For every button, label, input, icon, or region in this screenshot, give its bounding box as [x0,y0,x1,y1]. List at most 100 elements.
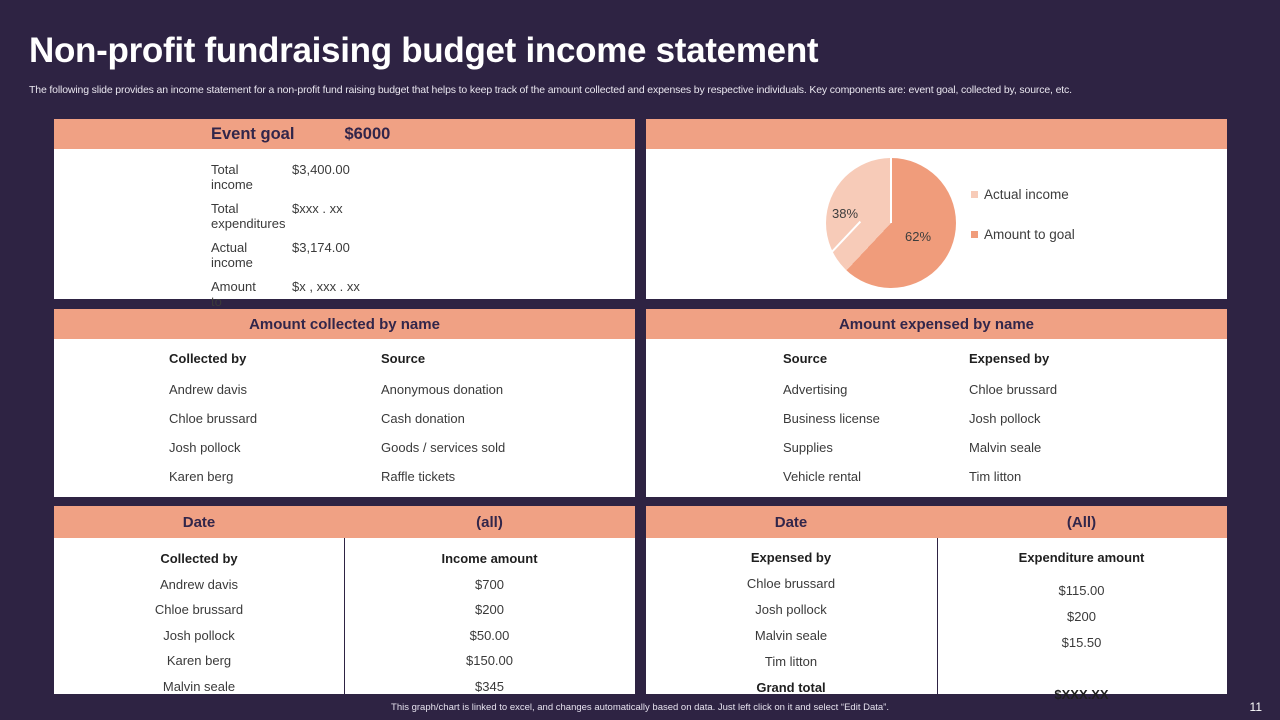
filter-value[interactable]: (all) [476,513,503,531]
cell-expenditure-amount: $115.00 [1058,583,1105,598]
cell-expensed-by: Josh pollock [969,411,1041,426]
row-label: Total expenditures [211,201,286,231]
expenditure-pivot-header: Date (All) [646,506,1227,538]
cell-income-amount: $50.00 [469,627,510,643]
cell-collected-by: Josh pollock [163,627,235,643]
row-amount: $3,174.00 [292,240,350,255]
cell-collected-by: Karen berg [166,653,232,669]
page-subtitle: The following slide provides an income s… [29,84,1072,96]
filter-label[interactable]: Date [182,513,216,531]
event-goal-header-value: $6000 [344,124,391,143]
pie-chart-header [646,119,1227,149]
cell-income-amount: $700 [475,576,504,592]
table-row: Vehicle rental Tim litton [646,469,1227,498]
cell-expenditure-amount [936,656,1227,682]
cell-grand-total-amount: $XXX.XX [1054,687,1109,702]
row-amount: $3,400.00 [292,162,350,177]
event-goal-rows: Total income $3,400.00 Total expenditure… [54,149,635,324]
row-label: Actual income [211,240,253,270]
cell-source: Goods / services sold [381,440,506,455]
cell-source: Supplies [783,440,833,455]
event-goal-header: Event goal $6000 [54,119,635,149]
income-pivot-card: Date (all) Collected by Income amount An… [53,505,636,695]
cell-source: Business license [783,411,880,426]
cell-expensed-by: Tim litton [969,469,1022,484]
cell-source: Cash donation [381,411,465,426]
income-pivot-header: Date (all) [54,506,635,538]
table-row: Chloe brussard $115.00 [646,571,1227,598]
event-goal-header-label: Event goal [211,124,295,143]
expenditure-pivot-card: Date (All) Expensed by Expenditure amoun… [645,505,1228,702]
cell-expenditure-amount: $15.50 [1061,635,1102,650]
cell-source: Raffle tickets [381,469,456,484]
cell-collected-by: Josh pollock [169,440,241,455]
legend-label: Amount to goal [984,226,1075,242]
table-header-row: Collected by Source [54,351,635,382]
column-header: Expenditure amount [1018,550,1145,565]
cell-expensed-by: Josh pollock [755,602,827,617]
page-title: Non-profit fundraising budget income sta… [29,31,819,70]
table-row: Total expenditures $xxx . xx [54,201,635,240]
cell-collected-by: Andrew davis [159,576,239,592]
table-row: Josh pollock $200 [646,597,1227,624]
table-row: Chloe brussard Cash donation [54,411,635,440]
table-row: Andrew davis Anonymous donation [54,382,635,411]
cell-collected-by: Malvin seale [162,678,236,694]
table-header-row: Expensed by Expenditure amount [646,545,1227,571]
cell-income-amount: $345 [475,678,504,694]
cell-collected-by: Andrew davis [169,382,248,397]
table-row: Advertising Chloe brussard [646,382,1227,411]
table-row: Business license Josh pollock [646,411,1227,440]
cell-source: Vehicle rental [783,469,862,484]
table-header-row: Collected by Income amount [54,546,635,572]
pie-legend: Actual income Amount to goal [971,174,1075,254]
cell-expensed-by: Tim litton [764,654,818,669]
table-row: Tim litton [646,649,1227,675]
filter-value[interactable]: (All) [1066,513,1097,531]
amount-expensed-rows: Source Expensed by Advertising Chloe bru… [646,339,1227,498]
table-row: Andrew davis $700 [54,572,635,598]
row-amount: $x , xxx . xx [292,279,360,294]
row-amount: $xxx . xx [292,201,343,216]
cell-expenditure-amount: $200 [1067,609,1096,624]
column-header: Collected by [160,551,238,566]
table-row: Josh pollock $50.00 [54,623,635,649]
filter-label[interactable]: Date [774,513,808,531]
cell-grand-total-label: Grand total [756,680,826,695]
table-row: Karen berg $150.00 [54,648,635,674]
legend-item-actual-income: Actual income [971,174,1075,214]
column-header: Source [783,351,828,366]
table-row: Karen berg Raffle tickets [54,469,635,498]
cell-income-amount: $200 [475,602,504,618]
cell-source: Advertising [783,382,848,397]
table-header-row: Source Expensed by [646,351,1227,382]
pie-slice-label-amount-to-goal: 62% [905,229,932,244]
table-row: Chloe brussard $200 [54,597,635,623]
amount-collected-card: Amount collected by name Collected by So… [53,308,636,498]
amount-collected-header: Amount collected by name [54,309,635,339]
column-divider [937,538,938,694]
cell-expensed-by: Malvin seale [754,628,828,643]
table-row: Actual income $3,174.00 [54,240,635,279]
column-header: Collected by [169,351,247,366]
cell-expensed-by: Malvin seale [969,440,1042,455]
row-label: Total income [211,162,253,192]
page-number: 11 [1249,700,1262,714]
expenditure-pivot-rows: Expensed by Expenditure amount Chloe bru… [646,538,1227,702]
pie-chart-area[interactable]: 38% 62% Actual income Amount to goal [646,149,1227,299]
event-goal-card: Event goal $6000 Total income $3,400.00 … [53,118,636,324]
column-header: Income amount [441,551,538,566]
amount-expensed-header: Amount expensed by name [646,309,1227,339]
income-pivot-rows: Collected by Income amount Andrew davis … [54,538,635,700]
legend-label: Actual income [984,186,1069,202]
cell-collected-by: Chloe brussard [154,602,244,618]
cell-source: Anonymous donation [381,382,504,397]
legend-swatch-icon [971,230,978,238]
cell-income-amount: $150.00 [466,653,513,669]
column-header: Expensed by [750,550,832,565]
column-header: Source [381,351,426,366]
column-header: Expensed by [969,351,1050,366]
amount-expensed-card: Amount expensed by name Source Expensed … [645,308,1228,498]
table-row: Total income $3,400.00 [54,162,635,201]
pie-slice-divider [890,158,892,223]
